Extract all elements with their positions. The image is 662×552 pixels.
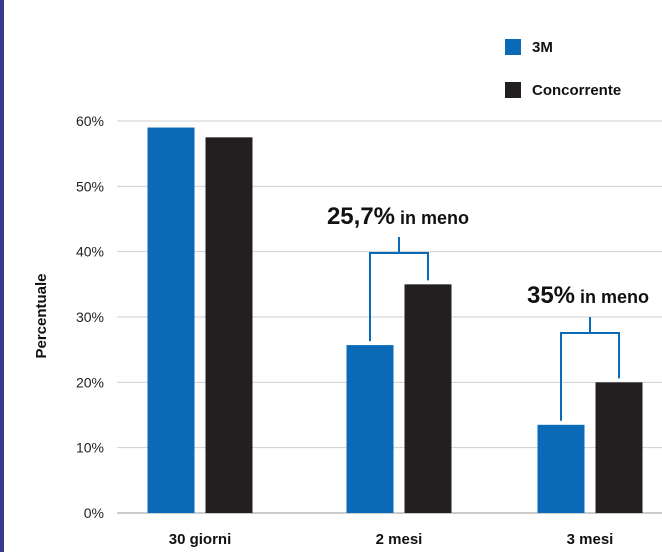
legend-swatch-concorrente (505, 82, 521, 98)
x-category-label: 2 mesi (376, 531, 423, 548)
bar-concorrente-2 (595, 382, 643, 513)
y-tick-label: 60% (76, 113, 104, 129)
annotation-value: 25,7% (327, 203, 395, 230)
y-tick-label: 40% (76, 244, 104, 260)
annotation-text: in meno (575, 287, 649, 307)
bar-concorrente-1 (404, 284, 452, 513)
frame-border (0, 0, 4, 552)
legend-swatch-3m (505, 39, 521, 55)
legend: 3M Concorrente (505, 39, 621, 99)
y-tick-label: 30% (76, 309, 104, 325)
annotation-label: 35% in meno (527, 282, 649, 309)
y-tick-label: 50% (76, 178, 104, 194)
legend-label-3m: 3M (532, 39, 553, 56)
x-category-label: 30 giorni (169, 531, 232, 548)
legend-label-concorrente: Concorrente (532, 82, 621, 99)
annotation-text: in meno (395, 208, 469, 228)
y-tick-label: 0% (84, 505, 104, 521)
bar-3m-2 (537, 424, 585, 513)
x-category-labels: 30 giorni 2 mesi 3 mesi (169, 531, 614, 548)
y-tick-labels: 0% 10% 20% 30% 40% 50% 60% (76, 113, 104, 521)
y-tick-label: 10% (76, 440, 104, 456)
x-category-label: 3 mesi (567, 531, 614, 548)
y-axis-title: Percentuale (33, 273, 50, 358)
bar-3m-1 (346, 345, 394, 513)
bars (147, 127, 643, 514)
annotation-label: 25,7% in meno (327, 203, 469, 230)
bar-3m-0 (147, 127, 195, 514)
y-tick-label: 20% (76, 374, 104, 390)
bar-concorrente-0 (205, 137, 253, 514)
annotation-value: 35% (527, 282, 575, 309)
